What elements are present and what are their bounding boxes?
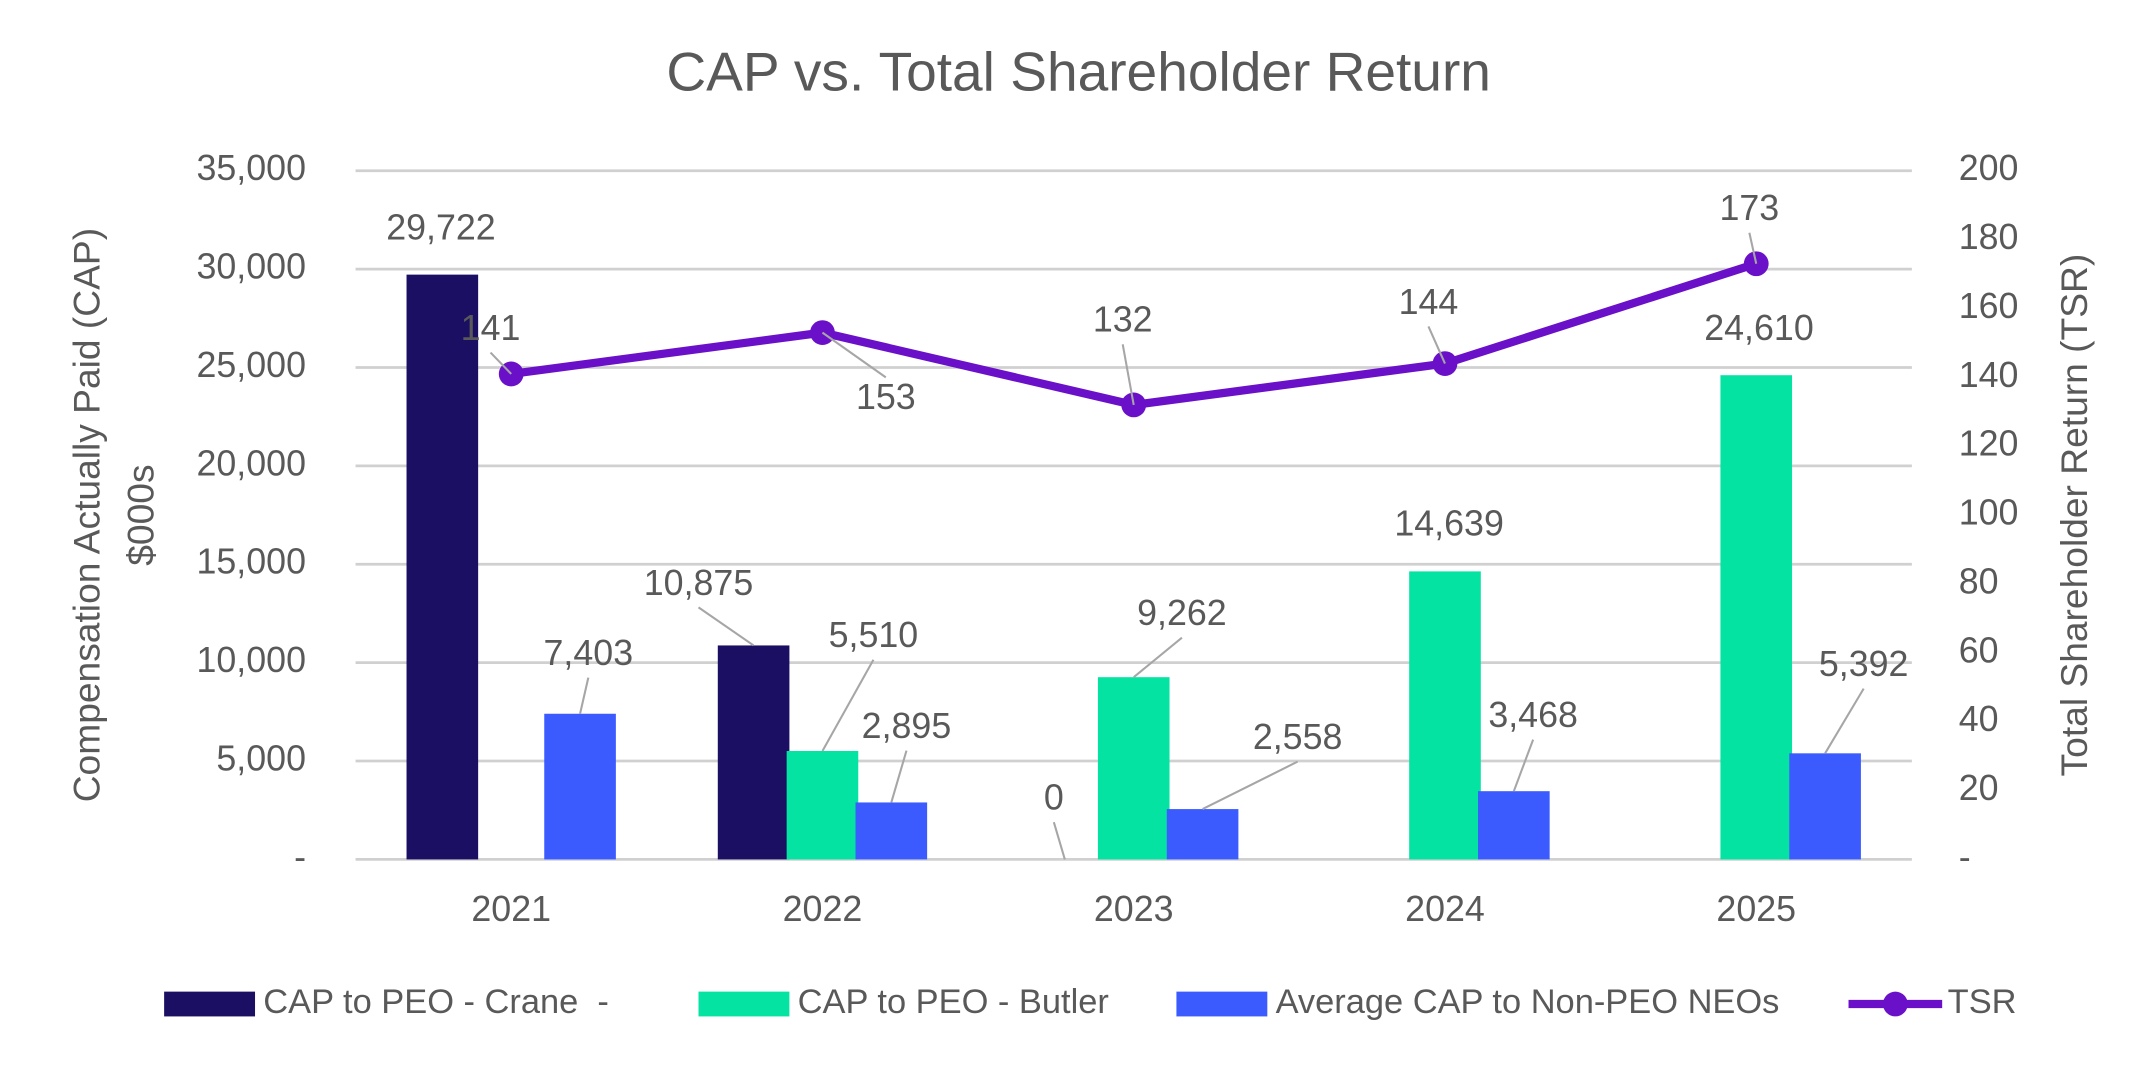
- chart-title: CAP vs. Total Shareholder Return: [666, 40, 1491, 102]
- bar: [544, 713, 616, 860]
- leader-line: [1748, 232, 1758, 264]
- y-tick-label: -: [294, 837, 306, 877]
- y-tick-label: 25,000: [196, 345, 306, 385]
- y2-tick-label: 160: [1959, 286, 2019, 326]
- bar: [1720, 375, 1793, 860]
- y2-tick-label: 200: [1959, 148, 2019, 188]
- y-tick-label: 15,000: [196, 542, 306, 582]
- legend-swatch: [698, 991, 790, 1017]
- x-tick-label: 2021: [471, 889, 551, 929]
- leader-line: [1512, 739, 1535, 792]
- data-label: 153: [856, 377, 916, 417]
- x-tick-label: 2023: [1094, 889, 1174, 929]
- y2-tick-label: 80: [1959, 561, 1999, 601]
- data-label: 5,510: [829, 615, 919, 655]
- leader-line: [1052, 821, 1066, 860]
- legend-swatch: [1882, 991, 1908, 1017]
- y-tick-label: 35,000: [196, 148, 306, 188]
- data-label: 29,722: [386, 207, 495, 247]
- data-label: 7,403: [544, 633, 634, 673]
- y-tick-label: 10,000: [196, 640, 306, 680]
- leader-line: [489, 351, 512, 375]
- leader-line: [1121, 344, 1135, 406]
- y2-tick-label: 140: [1959, 355, 2019, 395]
- data-label: 5,392: [1819, 644, 1909, 684]
- x-tick-label: 2022: [783, 889, 863, 929]
- leader-line: [821, 659, 875, 752]
- legend-label: CAP to PEO - Crane -: [263, 983, 609, 1021]
- bar: [786, 751, 859, 860]
- data-label: 141: [461, 308, 521, 348]
- y-axis-title: $000s: [119, 464, 161, 565]
- leader-line: [890, 750, 908, 803]
- x-tick-label: 2025: [1716, 889, 1796, 929]
- y2-tick-label: 180: [1959, 217, 2019, 257]
- data-label: 132: [1093, 300, 1153, 340]
- bar: [1478, 791, 1550, 860]
- x-tick-label: 2024: [1405, 889, 1485, 929]
- y2-tick-label: 100: [1959, 493, 2019, 533]
- legend-label: CAP to PEO - Butler: [798, 983, 1109, 1021]
- leader-line: [821, 331, 887, 379]
- bar: [717, 645, 790, 860]
- data-label: 24,610: [1704, 308, 1814, 348]
- y2-tick-label: 20: [1959, 768, 1999, 808]
- data-label: 0: [1044, 778, 1064, 818]
- legend-label: TSR: [1948, 983, 2017, 1021]
- data-label: 2,895: [862, 706, 952, 746]
- data-label: 2,558: [1253, 717, 1343, 757]
- bar: [406, 274, 479, 860]
- y-tick-label: 30,000: [196, 247, 306, 287]
- leader-line: [697, 606, 755, 647]
- data-label: 14,639: [1394, 504, 1504, 544]
- data-label: 10,875: [644, 563, 754, 603]
- y-tick-label: 20,000: [196, 443, 306, 483]
- data-label: 3,468: [1488, 695, 1578, 735]
- y-tick-label: 5,000: [216, 738, 306, 778]
- bar: [855, 802, 928, 860]
- leader-line: [1202, 760, 1299, 811]
- bar: [1097, 677, 1170, 860]
- legend-label: Average CAP to Non-PEO NEOs: [1276, 983, 1780, 1021]
- leader-line: [1427, 325, 1446, 365]
- bar: [1409, 571, 1481, 860]
- leader-line: [1133, 636, 1183, 678]
- bar: [1789, 753, 1861, 860]
- y2-tick-label: -: [1959, 837, 1971, 877]
- leader-line: [1824, 688, 1865, 754]
- data-label: 144: [1399, 282, 1459, 322]
- y2-tick-label: 60: [1959, 630, 1999, 670]
- y2-tick-label: 40: [1959, 699, 1999, 739]
- data-label: 9,262: [1137, 593, 1227, 633]
- y2-tick-label: 120: [1959, 424, 2019, 464]
- legend-swatch: [164, 991, 256, 1017]
- bar: [1166, 809, 1239, 860]
- y-axis-title: Compensation Actually Paid (CAP): [66, 228, 108, 802]
- y2-axis-title: Total Shareholder Return (TSR): [2053, 254, 2095, 777]
- legend-swatch: [1176, 991, 1268, 1017]
- data-label: 173: [1719, 188, 1779, 228]
- leader-line: [579, 677, 590, 714]
